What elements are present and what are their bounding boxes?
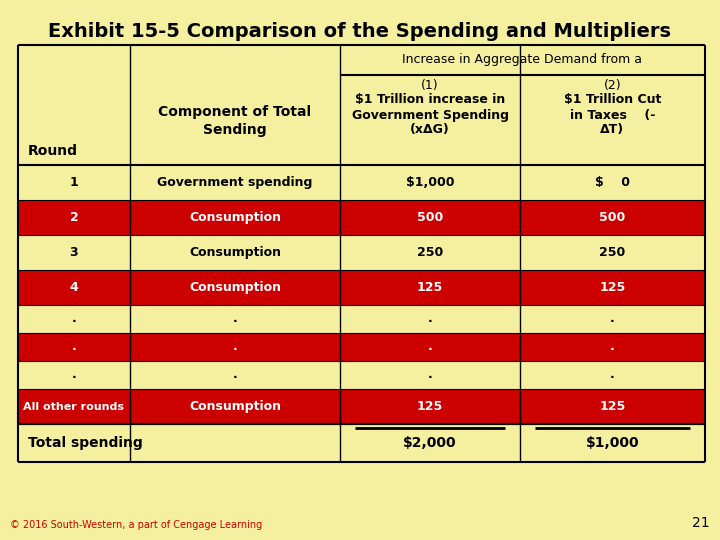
Text: Government Spending: Government Spending	[351, 109, 508, 122]
Text: $1,000: $1,000	[585, 436, 639, 450]
Text: .: .	[610, 313, 615, 326]
Text: Round: Round	[28, 144, 78, 158]
Text: Total spending: Total spending	[28, 436, 143, 450]
Text: 3: 3	[70, 246, 78, 259]
Text: .: .	[71, 368, 76, 381]
Text: .: .	[233, 368, 238, 381]
Bar	[18, 270, 705, 305]
Text: Consumption: Consumption	[189, 211, 281, 224]
Text: 4: 4	[70, 281, 78, 294]
Bar	[18, 200, 705, 235]
Bar	[18, 389, 705, 424]
Text: 250: 250	[417, 246, 443, 259]
Text: Exhibit 15-5 Comparison of the Spending and Multipliers: Exhibit 15-5 Comparison of the Spending …	[48, 22, 672, 41]
Text: 500: 500	[599, 211, 626, 224]
Text: .: .	[233, 341, 238, 354]
Text: 2: 2	[70, 211, 78, 224]
Text: .: .	[428, 341, 433, 354]
Text: $    0: $ 0	[595, 176, 630, 189]
Text: .: .	[428, 368, 433, 381]
Text: 250: 250	[599, 246, 626, 259]
Text: 125: 125	[599, 281, 626, 294]
Text: Consumption: Consumption	[189, 246, 281, 259]
Text: 500: 500	[417, 211, 443, 224]
Text: 21: 21	[693, 516, 710, 530]
Text: Sending: Sending	[203, 123, 267, 137]
Text: ΔT): ΔT)	[600, 124, 624, 137]
Text: 125: 125	[417, 281, 443, 294]
Text: 1: 1	[70, 176, 78, 189]
Text: in Taxes    (-: in Taxes (-	[570, 109, 655, 122]
Text: © 2016 South-Western, a part of Cengage Learning: © 2016 South-Western, a part of Cengage …	[10, 520, 262, 530]
Text: .: .	[71, 313, 76, 326]
Text: (2): (2)	[603, 78, 621, 91]
Text: 125: 125	[599, 400, 626, 413]
Text: All other rounds: All other rounds	[23, 402, 124, 411]
Bar	[18, 333, 705, 361]
Text: Increase in Aggregate Demand from a: Increase in Aggregate Demand from a	[402, 53, 642, 66]
Text: Component of Total: Component of Total	[158, 105, 312, 119]
Text: Consumption: Consumption	[189, 400, 281, 413]
Text: Consumption: Consumption	[189, 281, 281, 294]
Bar	[18, 45, 705, 462]
Text: (xΔG): (xΔG)	[410, 124, 450, 137]
Text: $1,000: $1,000	[406, 176, 454, 189]
Text: 125: 125	[417, 400, 443, 413]
Text: $1 Trillion increase in: $1 Trillion increase in	[355, 93, 505, 106]
Text: (1): (1)	[421, 78, 438, 91]
Text: .: .	[428, 313, 433, 326]
Text: $1 Trillion Cut: $1 Trillion Cut	[564, 93, 661, 106]
Text: Government spending: Government spending	[157, 176, 312, 189]
Text: .: .	[610, 341, 615, 354]
Text: .: .	[71, 341, 76, 354]
Text: $2,000: $2,000	[403, 436, 456, 450]
Text: .: .	[610, 368, 615, 381]
Text: .: .	[233, 313, 238, 326]
